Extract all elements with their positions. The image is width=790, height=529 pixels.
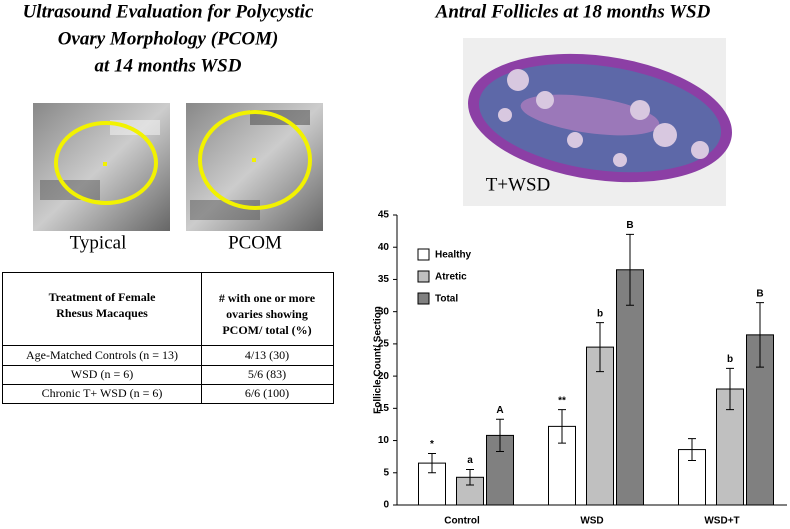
legend-label: Total (435, 294, 458, 305)
error-bar (428, 452, 436, 474)
y-tick-label: 0 (383, 500, 389, 511)
table-cell: Age-Matched Controls (n = 13) (26, 348, 178, 362)
y-tick-label: 30 (378, 306, 390, 317)
right-title: Antral Follicles at 18 months WSD (435, 1, 711, 22)
ultrasound-image (186, 103, 323, 231)
table-header: Treatment of Female (49, 290, 157, 304)
significance-label: * (430, 439, 434, 450)
image-label: T+WSD (486, 174, 551, 195)
significance-label: b (727, 354, 733, 365)
bar (616, 269, 644, 506)
image-label: PCOM (228, 232, 282, 253)
error-bar (596, 322, 604, 373)
legend-swatch (417, 248, 430, 261)
error-bar (558, 409, 566, 444)
error-bar (466, 469, 474, 486)
significance-label: a (467, 455, 473, 466)
error-bar (496, 418, 504, 453)
legend-label: Healthy (435, 250, 472, 261)
table-cell: WSD (n = 6) (71, 367, 133, 381)
significance-label: B (626, 220, 633, 231)
x-tick-label: WSD (580, 516, 603, 527)
significance-label: b (597, 308, 603, 319)
table (2, 272, 334, 404)
legend-label: Atretic (435, 272, 467, 283)
y-tick-label: 35 (378, 274, 390, 285)
error-bar (626, 233, 634, 306)
table-header: Rhesus Macaques (56, 306, 148, 320)
legend-swatch (417, 292, 430, 305)
y-tick-label: 5 (383, 467, 389, 478)
x-tick-label: Control (444, 516, 480, 527)
table-cell: 5/6 (83) (248, 367, 286, 381)
left-title: Ovary Morphology (PCOM) (58, 28, 279, 49)
table-cell: 6/6 (100) (245, 386, 289, 400)
y-tick-label: 20 (378, 371, 390, 382)
legend-swatch (417, 270, 430, 283)
left-title: Ultrasound Evaluation for Polycystic (23, 1, 314, 22)
y-axis-title: Follicle Count/ Section (373, 306, 384, 414)
significance-label: ** (558, 395, 566, 406)
table-header: PCOM/ total (%) (222, 323, 311, 337)
table-header: # with one or more (219, 291, 316, 305)
y-tick-label: 25 (378, 339, 390, 350)
table-header: ovaries showing (226, 307, 308, 321)
y-tick-label: 40 (378, 242, 390, 253)
histology-image (463, 38, 732, 206)
y-tick-label: 10 (378, 435, 390, 446)
bar (586, 346, 614, 506)
bar-chart: 0 5 10 15 20 25 30 35 40 45 Control * a A WSD ** b B WSD+T… (378, 210, 787, 527)
table-cell: 4/13 (30) (245, 348, 289, 362)
y-tick-label: 15 (378, 403, 390, 414)
significance-label: A (496, 405, 503, 416)
error-bar (688, 438, 696, 462)
ultrasound-image (33, 103, 170, 231)
error-bar (756, 302, 764, 368)
error-bar (726, 367, 734, 411)
table-cell: Chronic T+ WSD (n = 6) (42, 386, 163, 400)
x-tick-label: WSD+T (704, 516, 739, 527)
y-tick-label: 45 (378, 210, 390, 221)
significance-label: B (756, 288, 763, 299)
left-title: at 14 months WSD (95, 55, 242, 76)
image-label: Typical (70, 232, 127, 253)
